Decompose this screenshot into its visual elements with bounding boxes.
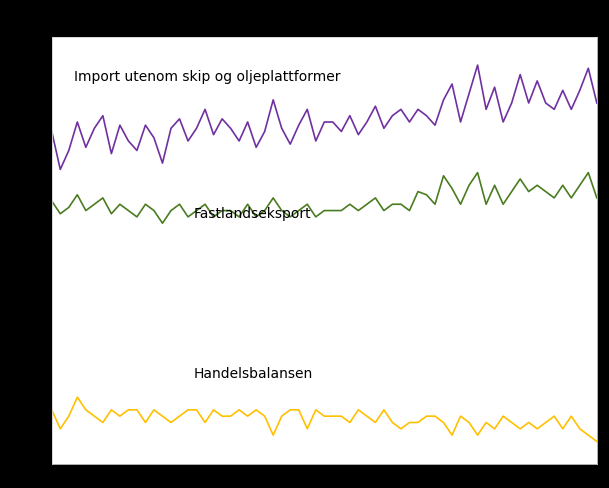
Text: Fastlandseksport: Fastlandseksport	[194, 207, 311, 221]
Text: Handelsbalansen: Handelsbalansen	[194, 367, 313, 381]
Text: Import utenom skip og oljeplattformer: Import utenom skip og oljeplattformer	[74, 70, 340, 84]
